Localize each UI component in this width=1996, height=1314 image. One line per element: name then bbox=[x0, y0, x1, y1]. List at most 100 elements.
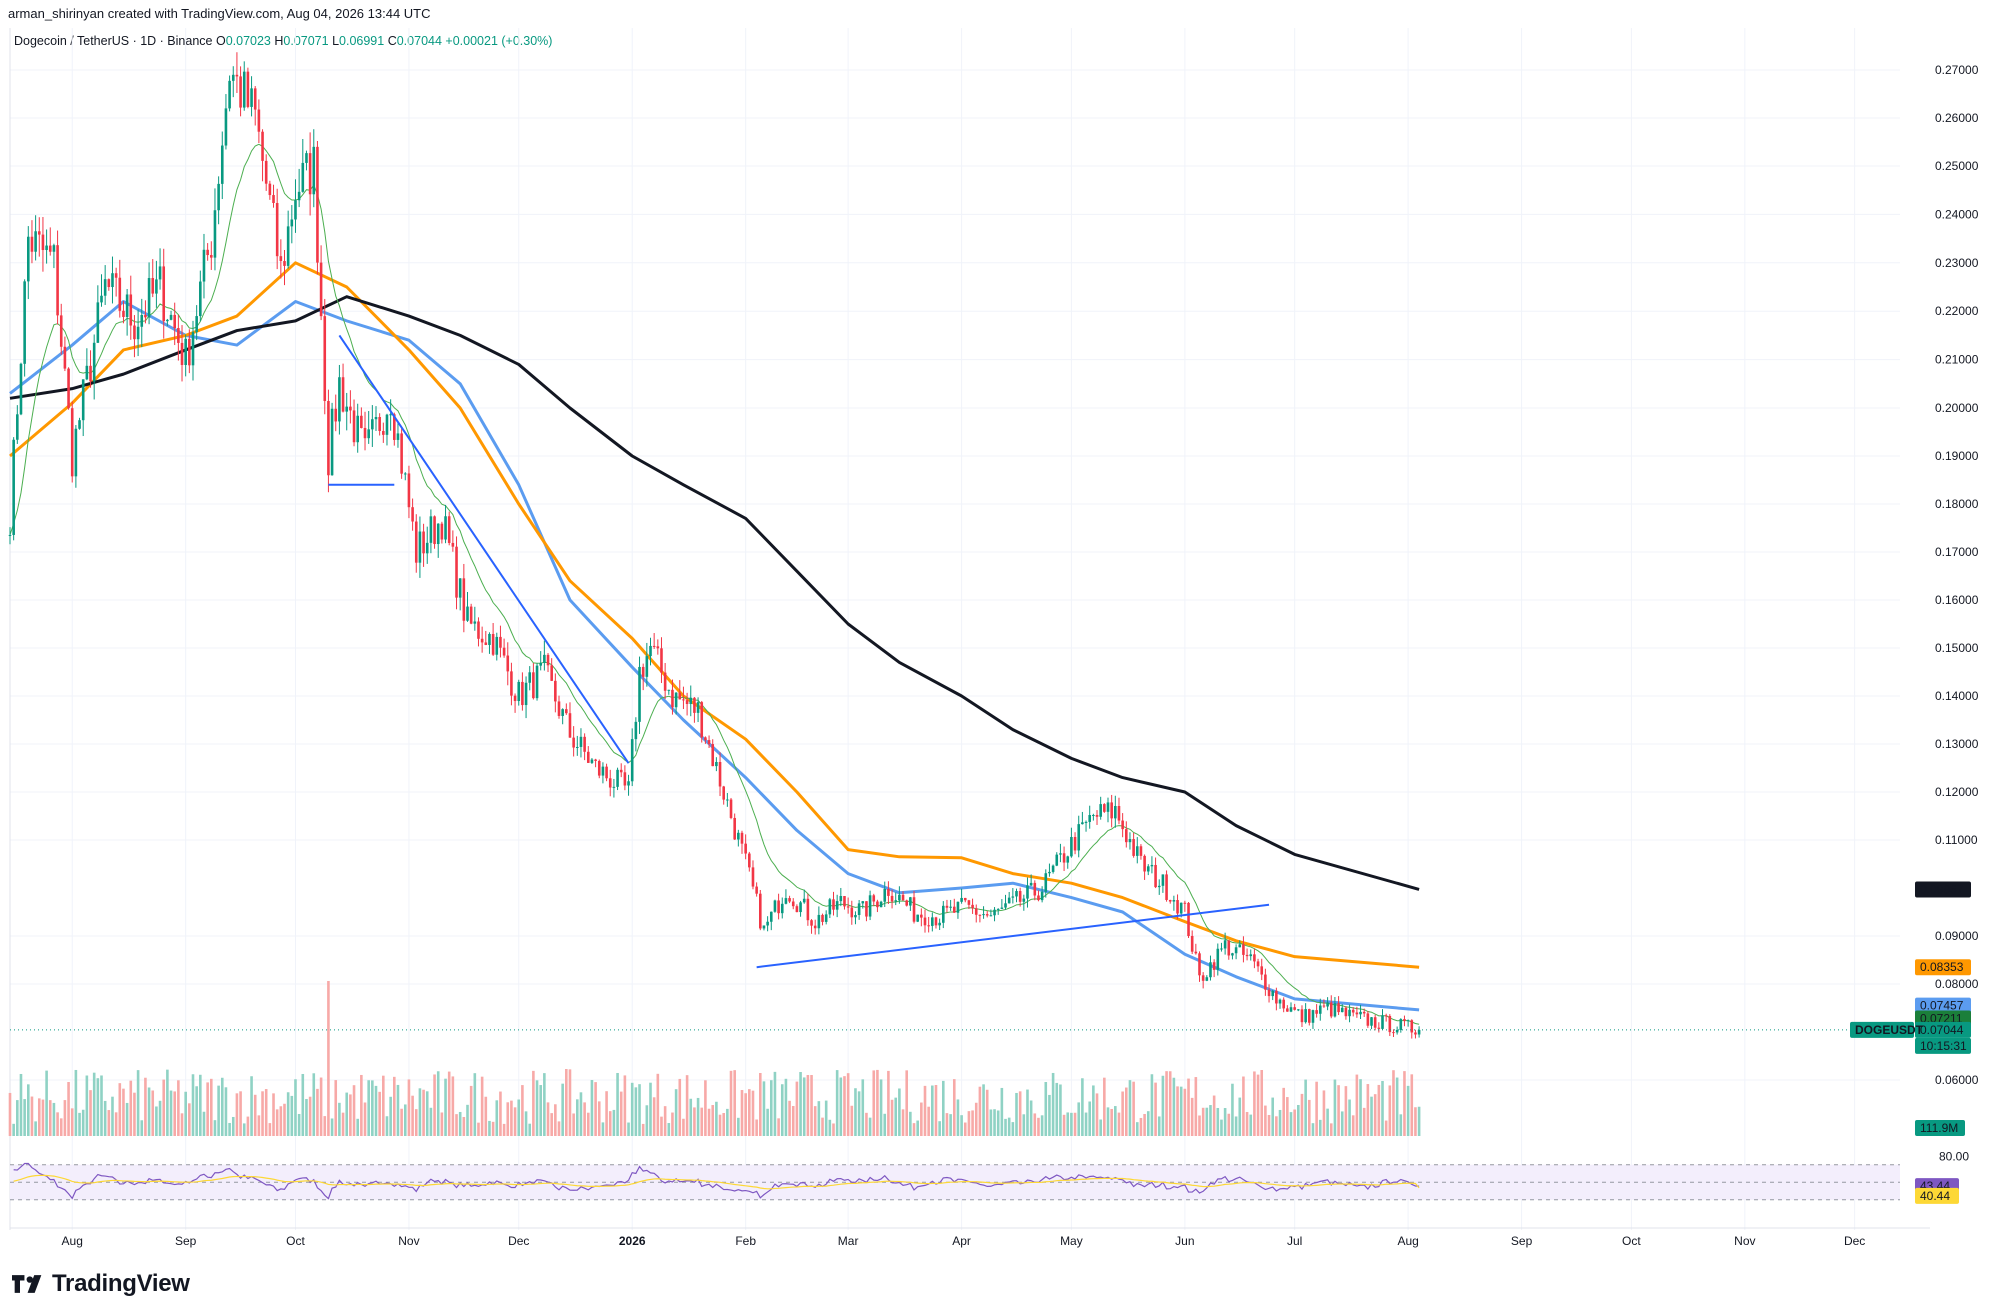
volume-bar bbox=[231, 1116, 235, 1136]
candle-body bbox=[1377, 1027, 1381, 1029]
candle-body bbox=[1322, 1005, 1326, 1007]
candle-body bbox=[791, 901, 795, 907]
candle-body bbox=[1073, 836, 1077, 851]
candle-body bbox=[220, 145, 224, 184]
volume-bar bbox=[1329, 1123, 1333, 1136]
candle-body bbox=[1318, 1005, 1322, 1014]
volume-bar bbox=[974, 1102, 978, 1136]
candle-body bbox=[1004, 903, 1007, 908]
volume-bar bbox=[1373, 1094, 1377, 1136]
candle-body bbox=[81, 379, 85, 421]
volume-bar bbox=[1099, 1119, 1102, 1136]
candle-body bbox=[517, 681, 521, 702]
trendlines[interactable] bbox=[10, 334, 1900, 1031]
candle-body bbox=[777, 900, 780, 914]
volume-bar bbox=[956, 1099, 960, 1136]
candle-body bbox=[828, 899, 832, 915]
volume-bar bbox=[268, 1123, 272, 1136]
candle-body bbox=[301, 162, 305, 192]
candle-body bbox=[231, 74, 235, 81]
volume-bar bbox=[202, 1111, 206, 1136]
candle-body bbox=[235, 74, 239, 77]
candle-body bbox=[111, 273, 114, 288]
volume-bar bbox=[103, 1100, 107, 1136]
candle-body bbox=[1209, 962, 1212, 978]
candle-body bbox=[414, 521, 418, 563]
candle-body bbox=[403, 473, 407, 475]
candle-body bbox=[466, 606, 469, 621]
volume-bar bbox=[934, 1084, 938, 1136]
volume-bar bbox=[1406, 1085, 1410, 1136]
volume-bar bbox=[360, 1074, 363, 1136]
volume-bar bbox=[1135, 1122, 1139, 1136]
volume-bar bbox=[473, 1073, 477, 1136]
brand: TradingView bbox=[12, 1270, 190, 1298]
volume-bar bbox=[521, 1085, 524, 1136]
candle-body bbox=[1267, 989, 1271, 997]
volume-bar bbox=[1018, 1091, 1022, 1136]
volume-bar bbox=[407, 1079, 411, 1136]
candle-body bbox=[879, 901, 883, 908]
volume-bar bbox=[1384, 1120, 1388, 1136]
time-axis[interactable]: Aug Sep Oct Nov Dec 2026 Feb Mar Apr May Jun Jul Aug… bbox=[62, 1234, 1866, 1248]
volume-bar bbox=[1125, 1087, 1128, 1136]
time-tick-label: May bbox=[1060, 1234, 1083, 1248]
volume-bar bbox=[568, 1069, 572, 1136]
candle-body bbox=[1125, 829, 1128, 843]
volume-bar bbox=[1081, 1078, 1084, 1136]
candle-body bbox=[634, 721, 638, 740]
volume-bar bbox=[1417, 1106, 1421, 1136]
candle-body bbox=[257, 109, 261, 132]
candle-body bbox=[689, 697, 693, 705]
candle-body bbox=[184, 338, 187, 365]
candle-body bbox=[506, 655, 510, 672]
candle-body bbox=[1168, 899, 1172, 902]
candle-body bbox=[521, 681, 524, 706]
volume-bar bbox=[989, 1109, 993, 1136]
volume-bar bbox=[312, 1073, 316, 1136]
volume-bar bbox=[74, 1069, 78, 1136]
volume-bar bbox=[338, 1102, 341, 1136]
volume-bar bbox=[1194, 1077, 1198, 1136]
last-price-tag: 0.07044 bbox=[1920, 1023, 1964, 1037]
volume-bar bbox=[832, 1123, 835, 1136]
candle-body bbox=[784, 898, 788, 904]
time-tick-label: Oct bbox=[286, 1234, 305, 1248]
volume-bar bbox=[619, 1091, 623, 1136]
volume-bar bbox=[960, 1115, 963, 1136]
volume-bar bbox=[777, 1118, 780, 1136]
symbol-title[interactable]: Dogecoin / TetherUS · 1D · Binance bbox=[14, 34, 213, 48]
volume-bar bbox=[228, 1122, 231, 1136]
candle-body bbox=[795, 906, 799, 913]
candle-body bbox=[162, 266, 166, 322]
candle-body bbox=[766, 921, 769, 926]
volume-bar bbox=[466, 1104, 469, 1136]
volume-bar bbox=[195, 1086, 198, 1136]
candle-body bbox=[173, 314, 176, 329]
volume-bar bbox=[136, 1070, 140, 1136]
volume-bar bbox=[843, 1076, 846, 1136]
price-axis[interactable]: 0.27000 0.26000 0.25000 0.24000 0.23000 0.220… bbox=[1935, 63, 1979, 1164]
ma-blue-tag-bg bbox=[1915, 997, 1971, 1014]
candle-body bbox=[59, 315, 63, 347]
volume-bar bbox=[905, 1070, 908, 1136]
candle-body bbox=[253, 88, 257, 110]
volume-bar bbox=[250, 1076, 253, 1136]
volume-bar bbox=[901, 1109, 905, 1136]
ohlc-close-label: C bbox=[387, 34, 397, 48]
candles bbox=[8, 52, 1421, 1039]
candle-body bbox=[693, 697, 696, 713]
candle-body bbox=[1410, 1020, 1414, 1033]
price-tick-label: 0.18000 bbox=[1935, 497, 1979, 511]
candle-body bbox=[883, 888, 887, 902]
volume-bar bbox=[678, 1078, 682, 1136]
candle-body bbox=[96, 302, 100, 343]
volume-bar bbox=[455, 1114, 458, 1136]
volume-bar bbox=[1414, 1107, 1417, 1136]
volume-bar bbox=[34, 1121, 37, 1136]
candle-body bbox=[1139, 846, 1143, 856]
candle-body bbox=[1179, 902, 1183, 914]
candle-body bbox=[425, 542, 429, 554]
candle-body bbox=[993, 909, 996, 916]
